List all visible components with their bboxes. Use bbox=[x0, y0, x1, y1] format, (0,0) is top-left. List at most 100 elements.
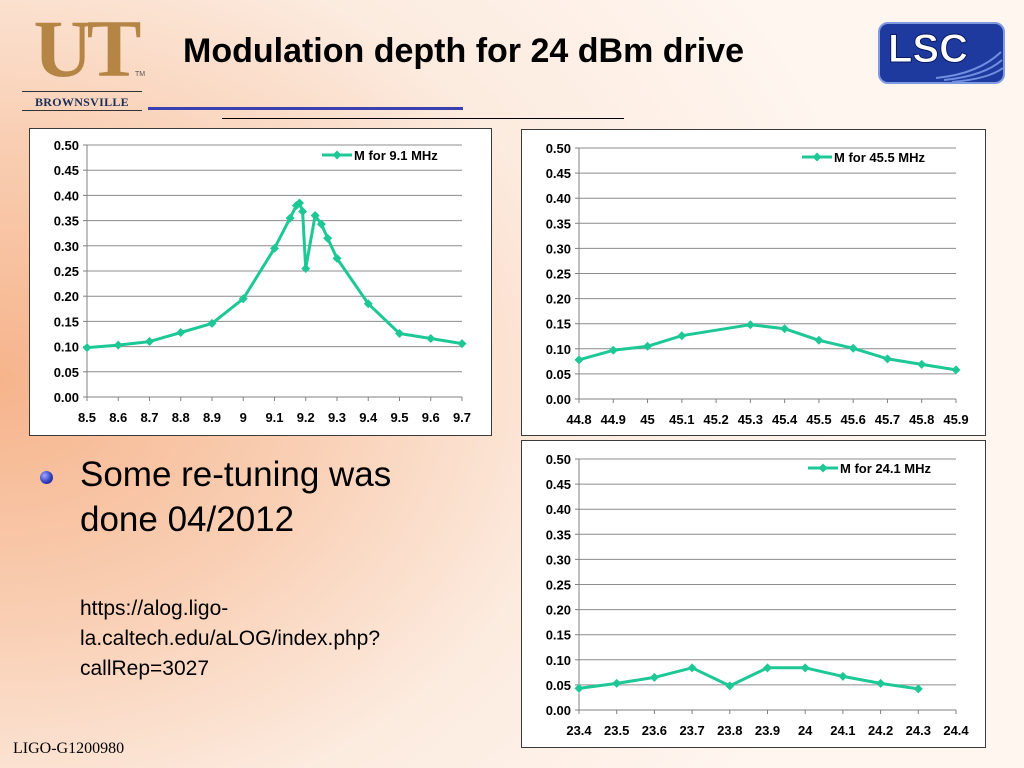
data-point bbox=[113, 340, 123, 350]
x-tick-label: 23.6 bbox=[642, 723, 667, 738]
y-tick-label: 0.35 bbox=[54, 214, 79, 229]
y-tick-label: 0.25 bbox=[54, 264, 79, 279]
title-underline-black bbox=[222, 118, 624, 119]
data-point bbox=[643, 341, 653, 351]
data-point bbox=[395, 328, 404, 338]
y-tick-label: 0.35 bbox=[546, 527, 571, 542]
data-point bbox=[876, 678, 886, 688]
x-tick-label: 44.8 bbox=[566, 412, 591, 427]
y-tick-label: 0.40 bbox=[54, 188, 79, 203]
legend-marker bbox=[332, 150, 342, 160]
y-tick-label: 0.40 bbox=[546, 502, 571, 517]
y-tick-label: 0.45 bbox=[546, 166, 571, 181]
data-point bbox=[207, 318, 217, 328]
data-point bbox=[298, 207, 308, 217]
data-point bbox=[426, 334, 436, 344]
y-tick-label: 0.00 bbox=[54, 390, 79, 405]
data-point bbox=[270, 243, 279, 253]
x-tick-label: 45.1 bbox=[669, 412, 694, 427]
y-tick-label: 0.20 bbox=[546, 292, 571, 307]
y-tick-label: 0.25 bbox=[546, 578, 571, 593]
x-tick-label: 45.6 bbox=[841, 412, 866, 427]
slide-title: Modulation depth for 24 dBm drive bbox=[183, 32, 745, 70]
data-point bbox=[612, 678, 622, 688]
data-point bbox=[285, 213, 295, 223]
x-tick-label: 23.9 bbox=[755, 723, 780, 738]
y-tick-label: 0.05 bbox=[546, 367, 571, 382]
x-tick-label: 24.3 bbox=[906, 723, 931, 738]
x-tick-label: 23.7 bbox=[679, 723, 704, 738]
chart-24-1-mhz: 0.00 0.05 0.10 0.15 0.20 0.25 0.30 0.35 0.40 0.45… bbox=[521, 440, 986, 748]
x-tick-label: 8.8 bbox=[172, 410, 190, 425]
data-point bbox=[608, 345, 618, 355]
data-point bbox=[316, 219, 326, 229]
x-tick-label: 9.7 bbox=[453, 410, 471, 425]
x-tick-label: 9.5 bbox=[390, 410, 408, 425]
y-tick-label: 0.15 bbox=[54, 314, 79, 329]
y-tick-label: 0.30 bbox=[546, 552, 571, 567]
x-tick-label: 24.2 bbox=[868, 723, 893, 738]
data-point bbox=[780, 324, 790, 334]
data-point bbox=[838, 671, 848, 681]
data-point bbox=[238, 294, 248, 304]
x-tick-label: 8.5 bbox=[78, 410, 96, 425]
data-point bbox=[332, 253, 342, 263]
x-tick-label: 8.7 bbox=[140, 410, 158, 425]
data-point bbox=[882, 354, 892, 364]
x-tick-label: 23.5 bbox=[604, 723, 629, 738]
ut-logo-letters: UT bbox=[33, 3, 142, 94]
data-point bbox=[323, 233, 333, 243]
data-point bbox=[677, 331, 687, 341]
y-tick-label: 0.00 bbox=[546, 703, 571, 718]
y-tick-label: 0.45 bbox=[54, 163, 79, 178]
x-tick-label: 23.8 bbox=[717, 723, 742, 738]
legend-marker bbox=[818, 463, 828, 473]
y-tick-label: 0.15 bbox=[546, 317, 571, 332]
y-tick-label: 0.10 bbox=[546, 653, 571, 668]
y-tick-label: 0.20 bbox=[546, 603, 571, 618]
x-tick-label: 9.2 bbox=[297, 410, 315, 425]
y-tick-label: 0.00 bbox=[546, 392, 571, 407]
x-tick-label: 45.8 bbox=[909, 412, 934, 427]
data-point bbox=[913, 684, 923, 694]
y-tick-label: 0.05 bbox=[546, 678, 571, 693]
legend-label: M for 24.1 MHz bbox=[840, 461, 932, 476]
series-line bbox=[86, 201, 463, 350]
ut-logo-rule-bottom bbox=[22, 110, 142, 111]
alog-link[interactable]: https://alog.ligo-la.caltech.edu/aLOG/in… bbox=[80, 597, 381, 680]
legend-label: M for 45.5 MHz bbox=[834, 150, 926, 165]
data-point bbox=[176, 327, 186, 337]
ut-logo-rule-top bbox=[22, 91, 142, 92]
x-tick-label: 45.4 bbox=[772, 412, 798, 427]
legend-marker bbox=[812, 152, 822, 162]
series-line bbox=[578, 666, 919, 691]
y-tick-label: 0.15 bbox=[546, 628, 571, 643]
x-tick-label: 8.9 bbox=[203, 410, 221, 425]
bullet-icon bbox=[40, 471, 53, 484]
x-tick-label: 45 bbox=[640, 412, 654, 427]
legend-label: M for 9.1 MHz bbox=[354, 148, 438, 163]
x-tick-label: 24 bbox=[798, 723, 813, 738]
y-tick-label: 0.50 bbox=[546, 141, 571, 156]
ut-brownsville-logo: UT TM BROWNSVILLE bbox=[22, 3, 147, 111]
y-tick-label: 0.25 bbox=[546, 267, 571, 282]
x-tick-label: 44.9 bbox=[601, 412, 626, 427]
x-tick-label: 45.9 bbox=[943, 412, 968, 427]
x-tick-label: 24.4 bbox=[943, 723, 969, 738]
ut-logo-trademark: TM bbox=[135, 71, 146, 78]
data-point bbox=[574, 683, 584, 693]
x-tick-label: 8.6 bbox=[109, 410, 127, 425]
y-tick-label: 0.35 bbox=[546, 216, 571, 231]
data-point bbox=[687, 663, 697, 673]
x-tick-label: 45.2 bbox=[703, 412, 728, 427]
x-tick-label: 9.6 bbox=[422, 410, 440, 425]
x-tick-label: 23.4 bbox=[566, 723, 592, 738]
y-tick-label: 0.10 bbox=[54, 340, 79, 355]
data-point bbox=[574, 355, 584, 365]
y-tick-label: 0.10 bbox=[546, 342, 571, 357]
y-tick-label: 0.20 bbox=[54, 289, 79, 304]
lsc-logo-text: LSC bbox=[888, 27, 968, 71]
data-point bbox=[814, 335, 824, 345]
chart-45-5-mhz: 0.00 0.05 0.10 0.15 0.20 0.25 0.30 0.35 0.40 0.45… bbox=[521, 129, 986, 436]
data-point bbox=[301, 263, 311, 273]
